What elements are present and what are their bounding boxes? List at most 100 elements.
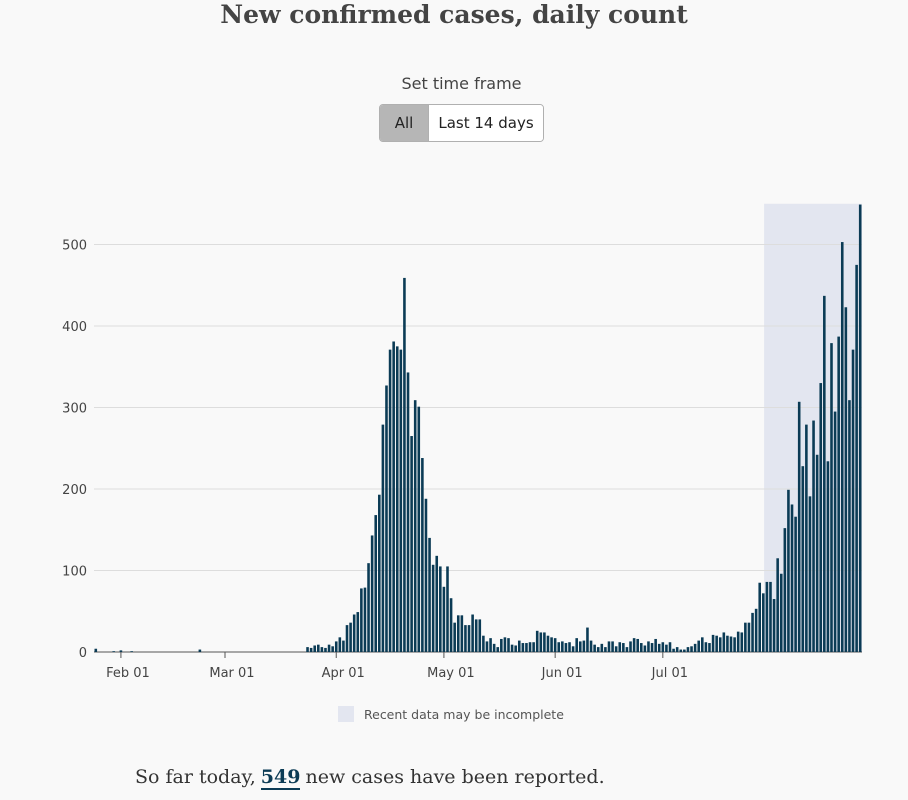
bar — [736, 631, 740, 652]
bar — [478, 619, 482, 652]
x-tick-label: Apr 01 — [322, 666, 365, 681]
bar — [575, 638, 578, 652]
bar — [593, 644, 596, 652]
bar — [360, 588, 363, 652]
bar — [553, 638, 557, 652]
bar — [392, 341, 395, 652]
bar — [331, 646, 334, 652]
bar — [413, 400, 417, 652]
bar — [675, 647, 679, 652]
bar — [198, 649, 202, 652]
bar — [528, 642, 532, 652]
bar — [578, 641, 582, 652]
bar — [639, 643, 643, 652]
summary-text: So far today, 549 new cases have been re… — [135, 766, 605, 790]
bar — [783, 528, 787, 652]
bar — [765, 581, 769, 652]
bar — [855, 264, 858, 652]
bar — [535, 630, 539, 652]
bar — [568, 642, 571, 652]
bar — [697, 640, 701, 652]
bar — [546, 635, 550, 652]
bar — [381, 424, 385, 652]
bar — [349, 622, 352, 652]
bar — [596, 647, 600, 652]
bar — [797, 401, 801, 652]
bar — [130, 651, 133, 652]
bar — [456, 615, 460, 652]
bar — [507, 638, 510, 652]
bar — [848, 400, 851, 652]
bar — [446, 566, 449, 652]
bar — [751, 612, 754, 652]
bar — [794, 516, 797, 652]
bar — [711, 634, 715, 652]
bar — [428, 537, 431, 652]
bar — [345, 625, 349, 652]
bar — [363, 587, 367, 652]
bar — [801, 466, 805, 652]
bar — [805, 424, 808, 652]
bar — [313, 645, 317, 652]
bar — [317, 644, 320, 652]
x-tick-label: Feb 01 — [106, 666, 150, 681]
y-tick-label: 400 — [62, 320, 87, 335]
bar — [726, 635, 729, 652]
bar — [665, 644, 668, 652]
x-tick-label: Jun 01 — [541, 666, 583, 681]
bar — [654, 638, 657, 652]
bar — [460, 615, 464, 652]
bar — [647, 641, 650, 652]
bar — [399, 349, 403, 652]
summary-count-link[interactable]: 549 — [260, 766, 301, 790]
bar — [758, 582, 762, 652]
bar — [388, 349, 392, 652]
bar — [453, 622, 456, 652]
bar — [471, 614, 474, 652]
bar — [474, 619, 478, 652]
bar — [342, 640, 345, 652]
bar — [704, 642, 708, 652]
bar — [790, 504, 794, 652]
y-tick-label: 0 — [79, 646, 87, 661]
bar — [309, 647, 313, 652]
bar — [840, 242, 844, 652]
bar — [722, 632, 726, 652]
bar — [636, 638, 639, 652]
bar — [740, 632, 744, 652]
bar — [431, 564, 435, 652]
bar — [406, 372, 410, 652]
bar — [754, 608, 758, 652]
bar — [439, 566, 442, 652]
legend: Recent data may be incomplete — [338, 706, 564, 722]
bar — [607, 641, 611, 652]
bar — [485, 641, 489, 652]
bar — [467, 625, 471, 652]
bar — [338, 637, 342, 652]
bar — [629, 641, 632, 652]
bar — [550, 637, 553, 652]
bar — [729, 636, 733, 652]
bar — [650, 643, 654, 652]
bar — [421, 458, 424, 652]
bar — [718, 637, 722, 652]
bar — [708, 643, 711, 652]
bar — [112, 651, 116, 652]
bar — [334, 641, 338, 652]
bar — [403, 277, 406, 652]
bar — [442, 586, 446, 652]
toggle-last-14-days-button[interactable]: Last 14 days — [429, 105, 543, 141]
bar — [657, 643, 661, 652]
bar — [435, 555, 439, 652]
bar — [385, 385, 388, 652]
y-tick-label: 300 — [62, 402, 87, 417]
bar — [352, 614, 356, 652]
bar — [395, 346, 399, 652]
chart-title: New confirmed cases, daily count — [220, 0, 688, 29]
bar — [772, 599, 776, 652]
toggle-all-button[interactable]: All — [380, 105, 429, 141]
bar — [819, 383, 823, 652]
bar — [492, 643, 496, 652]
bar — [496, 647, 500, 652]
bar — [482, 635, 485, 652]
